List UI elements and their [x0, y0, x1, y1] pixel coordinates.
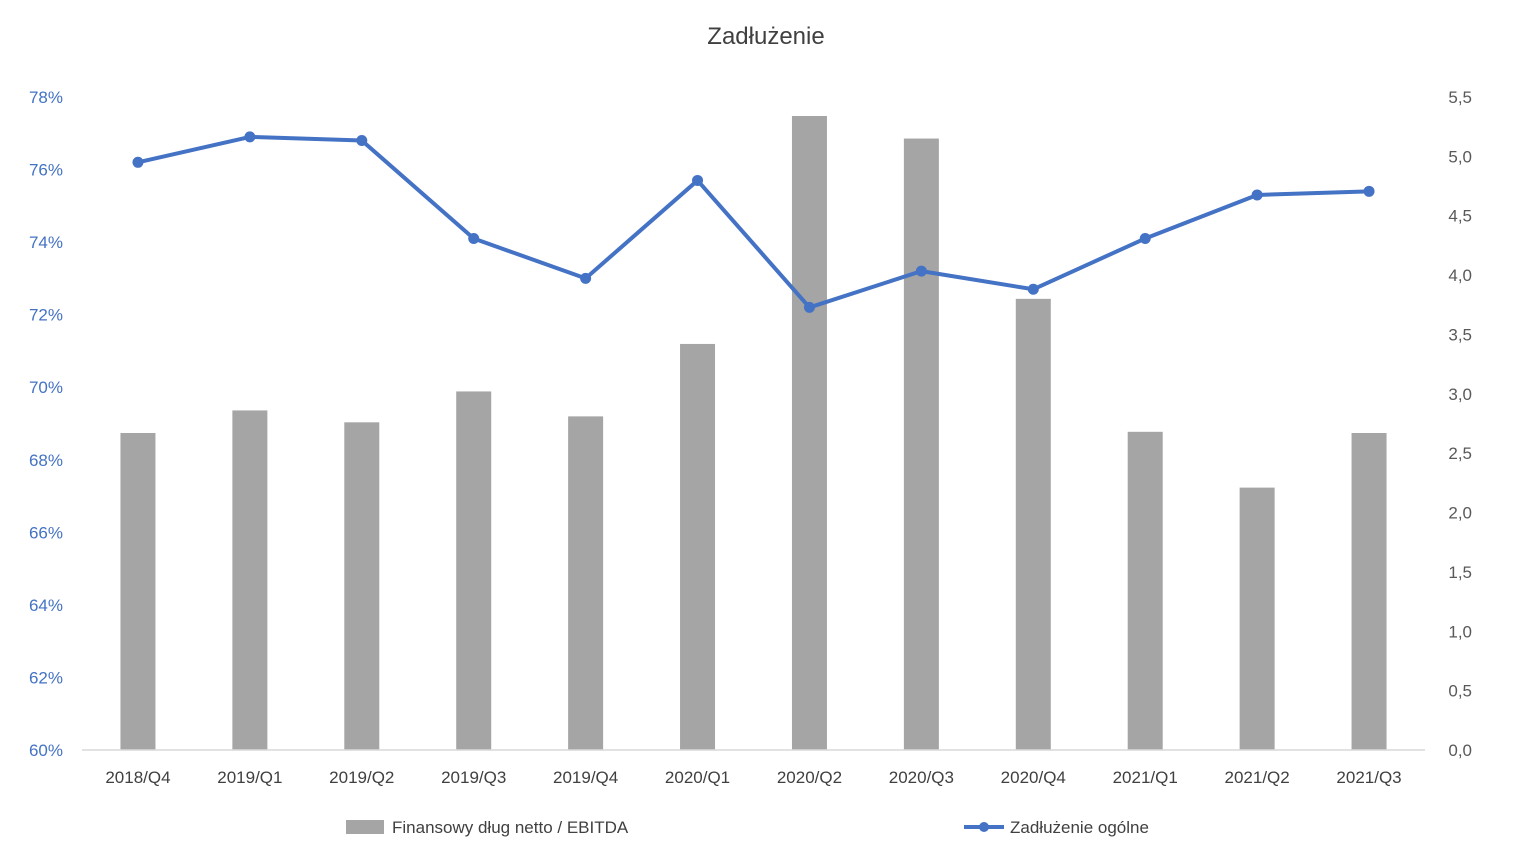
legend-label-bars: Finansowy dług netto / EBITDA [392, 818, 629, 837]
bar [680, 343, 716, 750]
right-axis-tick-label: 3,0 [1448, 385, 1472, 404]
x-axis-tick-label: 2019/Q4 [553, 768, 618, 787]
legend-swatch-marker [979, 822, 989, 832]
line-point [692, 174, 704, 186]
x-axis-tick-label: 2020/Q4 [1001, 768, 1066, 787]
bar [456, 391, 492, 750]
bar [232, 410, 268, 750]
left-axis-tick-label: 66% [29, 523, 63, 542]
right-axis-tick-label: 0,0 [1448, 741, 1472, 760]
left-axis-tick-label: 68% [29, 451, 63, 470]
x-axis-tick-label: 2019/Q3 [441, 768, 506, 787]
line-point [356, 135, 368, 147]
line-point [468, 232, 480, 244]
bar [344, 422, 380, 750]
x-axis-tick-label: 2020/Q3 [889, 768, 954, 787]
line-point [1139, 232, 1151, 244]
x-axis-tick-label: 2021/Q1 [1113, 768, 1178, 787]
x-axis-tick-label: 2019/Q1 [217, 768, 282, 787]
bar [1127, 431, 1163, 750]
line-point [1251, 189, 1263, 201]
bar [791, 115, 827, 751]
left-axis-tick-label: 72% [29, 306, 63, 325]
left-axis-tick-label: 70% [29, 378, 63, 397]
right-axis-tick-label: 1,5 [1448, 563, 1472, 582]
right-axis-tick-label: 4,0 [1448, 266, 1472, 285]
x-axis-tick-label: 2021/Q3 [1336, 768, 1401, 787]
x-axis-ticks: 2018/Q4 2019/Q1 2019/Q2 2019/Q3 2019/Q4 2020/… [105, 768, 1401, 787]
left-axis-tick-label: 76% [29, 161, 63, 180]
line-point [915, 265, 927, 277]
right-axis-tick-label: 0,5 [1448, 682, 1472, 701]
line-point [244, 131, 256, 143]
right-axis-tick-label: 1,0 [1448, 622, 1472, 641]
x-axis-tick-label: 2021/Q2 [1225, 768, 1290, 787]
line-point [803, 301, 815, 313]
x-axis-tick-label: 2018/Q4 [105, 768, 170, 787]
right-axis-ticks: 0,0 0,5 1,0 1,5 2,0 2,5 3,0 3,5 4,0 4,5 5,0 5,5 [1448, 88, 1472, 760]
x-axis-tick-label: 2020/Q1 [665, 768, 730, 787]
right-axis-tick-label: 2,5 [1448, 444, 1472, 463]
line-point [1363, 185, 1375, 197]
right-axis-tick-label: 5,0 [1448, 147, 1472, 166]
left-axis-tick-label: 64% [29, 596, 63, 615]
line-point [580, 272, 592, 284]
bar [903, 138, 939, 750]
left-axis-tick-label: 74% [29, 233, 63, 252]
right-axis-tick-label: 5,5 [1448, 88, 1472, 107]
x-axis-tick-label: 2019/Q2 [329, 768, 394, 787]
line-series [132, 131, 1375, 313]
series-line [137, 134, 1370, 310]
right-axis-tick-label: 2,0 [1448, 504, 1472, 523]
bar [120, 432, 156, 750]
line-point [1027, 283, 1039, 295]
left-axis-ticks: 60% 62% 64% 66% 68% 70% 72% 74% 76% 78% [29, 88, 63, 760]
bar-series [120, 115, 1387, 751]
line-point [132, 156, 144, 168]
bar [568, 416, 604, 750]
bar [1015, 298, 1051, 750]
x-axis-tick-label: 2020/Q2 [777, 768, 842, 787]
legend-label-line: Zadłużenie ogólne [1010, 818, 1149, 837]
legend: Finansowy dług netto / EBITDA Zadłużenie… [346, 818, 1149, 837]
chart-title: Zadłużenie [707, 23, 824, 50]
bar [1351, 432, 1387, 750]
left-axis-tick-label: 78% [29, 88, 63, 107]
left-axis-tick-label: 62% [29, 668, 63, 687]
right-axis-tick-label: 4,5 [1448, 207, 1472, 226]
legend-swatch-bars [346, 820, 384, 834]
bar [1239, 487, 1275, 750]
right-axis-tick-label: 3,5 [1448, 325, 1472, 344]
left-axis-tick-label: 60% [29, 741, 63, 760]
